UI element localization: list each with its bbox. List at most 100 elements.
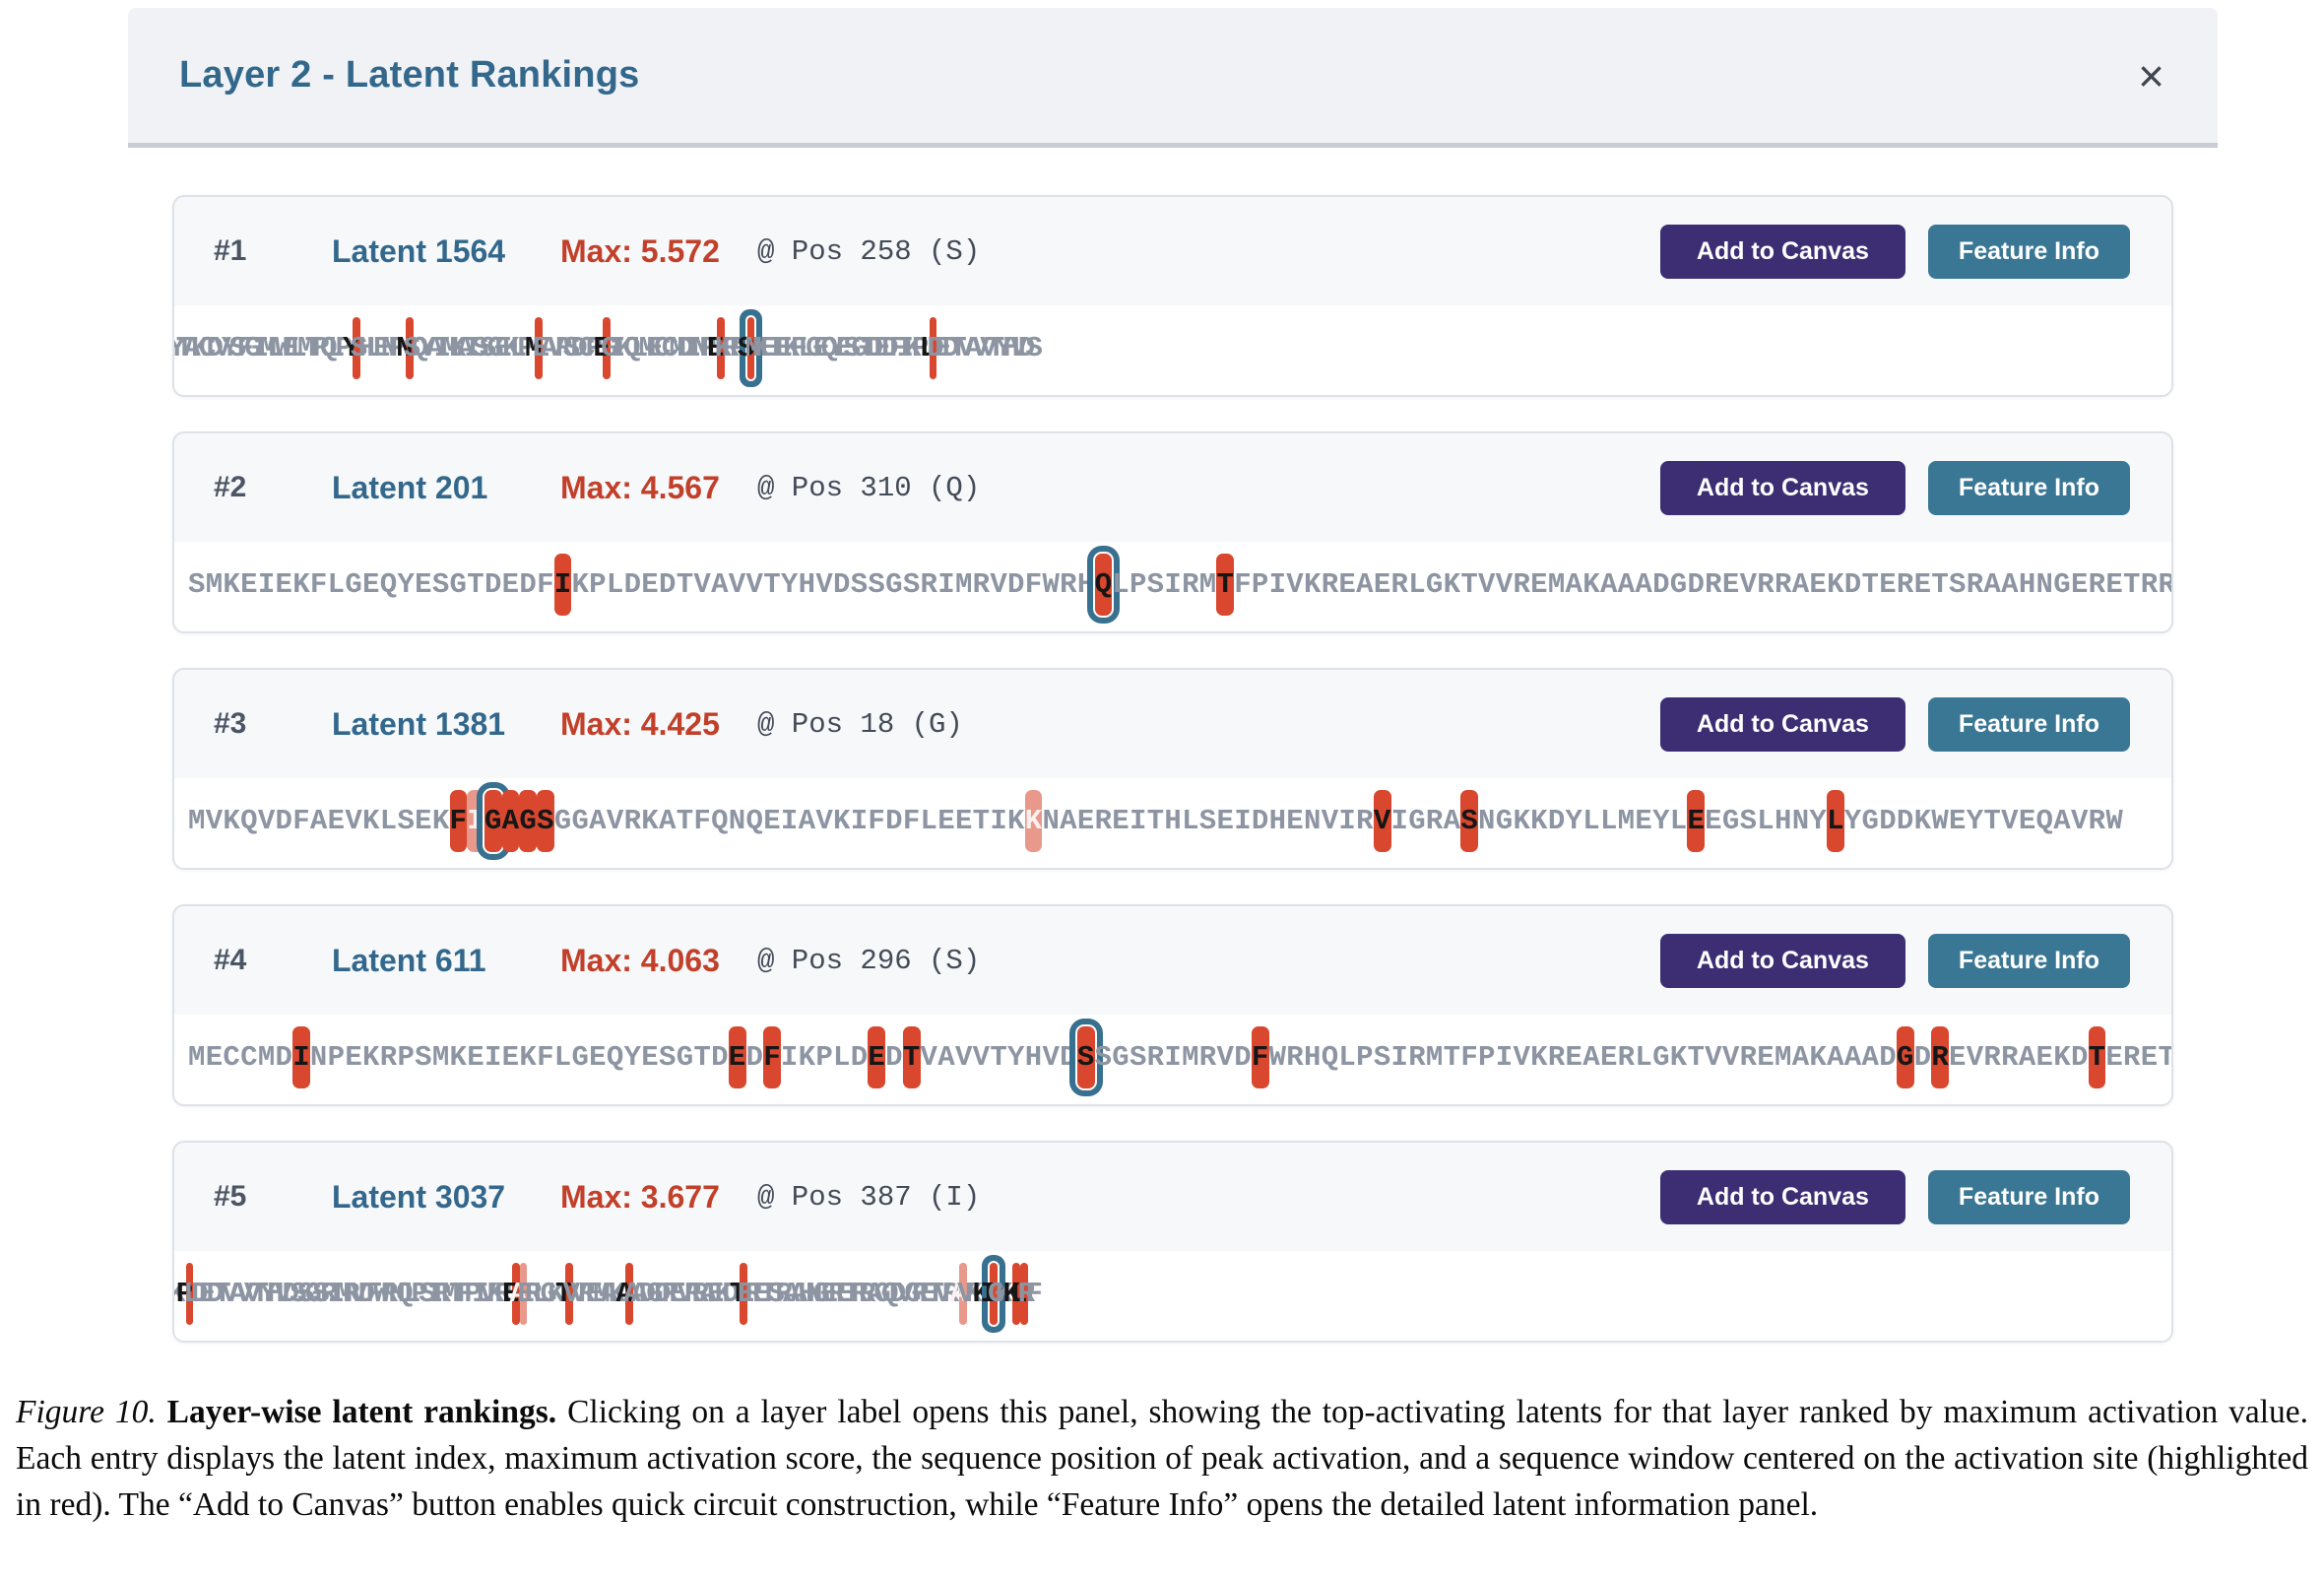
residue: V	[345, 805, 363, 837]
residue-highlight: L	[1827, 790, 1844, 852]
residue: L	[606, 568, 624, 601]
residue: I	[1164, 568, 1183, 601]
max-activation: Max: 4.425	[560, 705, 720, 742]
residue: E	[1076, 805, 1095, 837]
residue: G	[1861, 805, 1880, 837]
residue: L	[1408, 568, 1426, 601]
add-to-canvas-button[interactable]: Add to Canvas	[1659, 460, 1905, 515]
add-to-canvas-button[interactable]: Add to Canvas	[1659, 933, 1905, 988]
sequence-window: YTAKCDVYSFGIMLWELMTRQLPYSHLENPNSQYAIMKAI…	[174, 305, 2171, 395]
residue: A	[1843, 1041, 1862, 1074]
residue: G	[676, 1041, 694, 1074]
residue: S	[1094, 1041, 1113, 1074]
residue: P	[1478, 1041, 1496, 1074]
residue: K	[1513, 805, 1531, 837]
add-to-canvas-button[interactable]: Add to Canvas	[1659, 224, 1905, 279]
sequence-window: MVKQVDFAEVKLSEKFIGAGSGGAVRKATFQNQEIAVKIF…	[174, 778, 2171, 868]
residue: W	[2105, 805, 2124, 837]
feature-info-button[interactable]: Feature Info	[1927, 696, 2130, 752]
residue: D	[1879, 805, 1897, 837]
residue: A	[1791, 568, 1810, 601]
residue: T	[1687, 1041, 1706, 1074]
residue: K	[174, 1278, 186, 1310]
residue: I	[1390, 1041, 1409, 1074]
feature-info-button[interactable]: Feature Info	[1927, 1169, 2130, 1224]
residue: N	[1478, 805, 1496, 837]
residue: E	[2105, 1041, 2124, 1074]
residue: N	[1042, 805, 1061, 837]
residue: A	[1827, 1041, 1844, 1074]
residue-highlight: T	[902, 1026, 921, 1088]
residue: T	[676, 568, 694, 601]
residue: D	[658, 568, 677, 601]
residue: G	[571, 805, 590, 837]
residue: D	[833, 568, 851, 601]
residue: M	[1182, 1041, 1199, 1074]
residue: E	[1530, 568, 1548, 601]
residue: E	[467, 1041, 484, 1074]
residue: A	[1983, 568, 2002, 601]
entry-header: #1 Latent 1564 Max: 5.572 @ Pos 258 (S) …	[174, 197, 2171, 305]
max-activation: Max: 4.567	[560, 469, 720, 505]
residue: K	[1582, 568, 1600, 601]
residue: R	[1547, 1041, 1566, 1074]
residue: L	[379, 805, 398, 837]
residue: L	[1112, 568, 1130, 601]
residue-highlight: R	[1931, 1026, 1950, 1088]
residue: A	[1599, 568, 1618, 601]
residue: K	[2053, 1041, 2071, 1074]
close-icon[interactable]: ×	[2138, 49, 2164, 101]
residue: R	[1983, 1041, 2002, 1074]
rank-label: #5	[214, 1180, 247, 1213]
residue: R	[2158, 568, 2171, 601]
residue: K	[292, 568, 310, 601]
residue: I	[1268, 568, 1287, 601]
residue: H	[1076, 568, 1095, 601]
panel-body: #1 Latent 1564 Max: 5.572 @ Pos 258 (S) …	[128, 148, 2218, 1343]
residue-highlight: F	[1251, 1026, 1269, 1088]
residue: F	[537, 1041, 554, 1074]
residue: R	[2088, 568, 2106, 601]
residue: H	[2018, 568, 2036, 601]
residue: A	[2001, 568, 2019, 601]
feature-info-button[interactable]: Feature Info	[1927, 224, 2130, 279]
residue: E	[1757, 1041, 1775, 1074]
residue: K	[1304, 568, 1322, 601]
panel-header: Layer 2 - Latent Rankings ×	[128, 8, 2218, 148]
residue: A	[2018, 1041, 2036, 1074]
residue: L	[553, 1041, 572, 1074]
residue: W	[1931, 805, 1950, 837]
residue: E	[641, 568, 659, 601]
residue-highlight: E	[728, 1026, 746, 1088]
residue: M	[205, 568, 224, 601]
residue: F	[537, 568, 554, 601]
residue: G	[1112, 1041, 1130, 1074]
latent-entry-card-1: #1 Latent 1564 Max: 5.572 @ Pos 258 (S) …	[172, 195, 2173, 397]
residue: D	[1896, 805, 1914, 837]
residue-highlight: G	[1896, 1026, 1914, 1088]
residue: S	[1025, 332, 1044, 364]
latent-entry-card-5: #5 Latent 3037 Max: 3.677 @ Pos 387 (I) …	[172, 1141, 2173, 1343]
residue: E	[362, 568, 380, 601]
residue: M	[257, 1041, 276, 1074]
add-to-canvas-button[interactable]: Add to Canvas	[1659, 1169, 1905, 1224]
residue: R	[1513, 568, 1531, 601]
residue: E	[2018, 805, 2036, 837]
latent-label: Latent 611	[332, 942, 486, 978]
rank-label: #1	[214, 234, 247, 267]
feature-info-button[interactable]: Feature Info	[1927, 933, 2130, 988]
residue: G	[571, 1041, 590, 1074]
residue: Y	[780, 568, 799, 601]
residue: F	[292, 805, 310, 837]
residue: D	[623, 568, 642, 601]
residue: S	[850, 568, 869, 601]
residue: V	[1966, 1041, 1984, 1074]
feature-info-button[interactable]: Feature Info	[1927, 460, 2130, 515]
add-to-canvas-button[interactable]: Add to Canvas	[1659, 696, 1905, 752]
residue: S	[188, 568, 206, 601]
residue: H	[1164, 805, 1183, 837]
residue: F	[902, 805, 921, 837]
residue: C	[240, 1041, 258, 1074]
residue: Q	[1321, 1041, 1339, 1074]
residue: P	[589, 568, 607, 601]
